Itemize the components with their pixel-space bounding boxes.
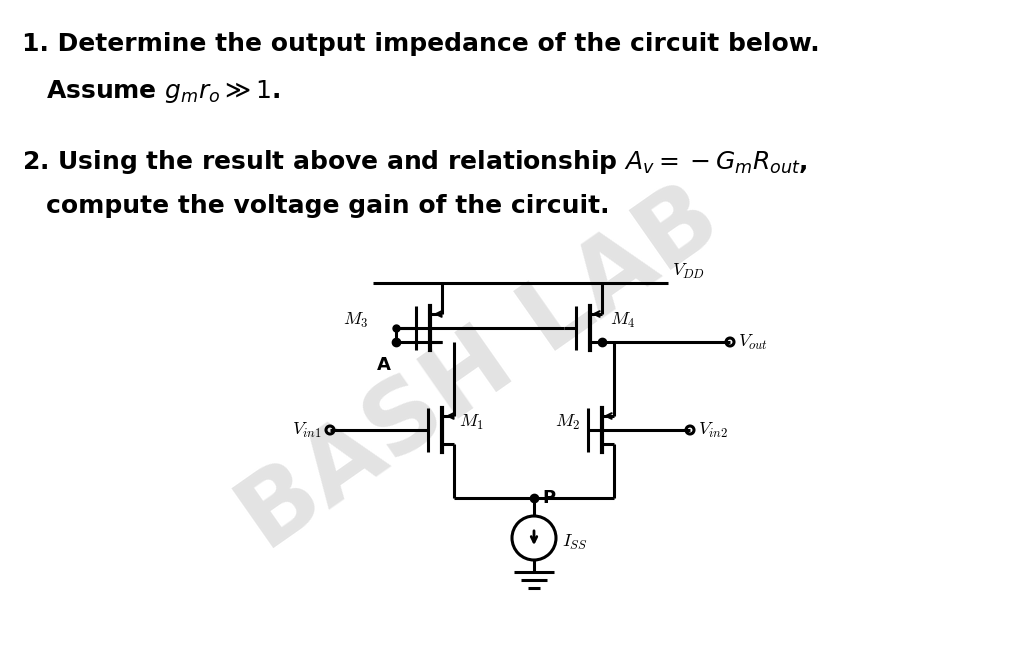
Text: Assume $g_m r_o \gg 1$.: Assume $g_m r_o \gg 1$. — [46, 78, 281, 105]
Text: 1. Determine the output impedance of the circuit below.: 1. Determine the output impedance of the… — [22, 32, 819, 56]
Text: compute the voltage gain of the circuit.: compute the voltage gain of the circuit. — [46, 194, 609, 218]
Text: $V_{DD}$: $V_{DD}$ — [672, 262, 706, 281]
Text: P: P — [542, 489, 555, 507]
Text: $M_2$: $M_2$ — [555, 413, 580, 432]
Text: BASH LAB: BASH LAB — [222, 170, 737, 570]
Text: $M_1$: $M_1$ — [459, 413, 484, 432]
Text: 2. Using the result above and relationship $A_v = -G_mR_{out}$,: 2. Using the result above and relationsh… — [22, 148, 808, 176]
Text: A: A — [377, 356, 391, 374]
Text: $M_3$: $M_3$ — [343, 310, 368, 329]
Text: $M_4$: $M_4$ — [610, 310, 635, 329]
Text: $V_{in2}$: $V_{in2}$ — [698, 421, 728, 439]
Text: $I_{SS}$: $I_{SS}$ — [562, 533, 588, 552]
Text: $V_{in1}$: $V_{in1}$ — [292, 421, 322, 439]
Text: $V_{out}$: $V_{out}$ — [738, 333, 768, 351]
